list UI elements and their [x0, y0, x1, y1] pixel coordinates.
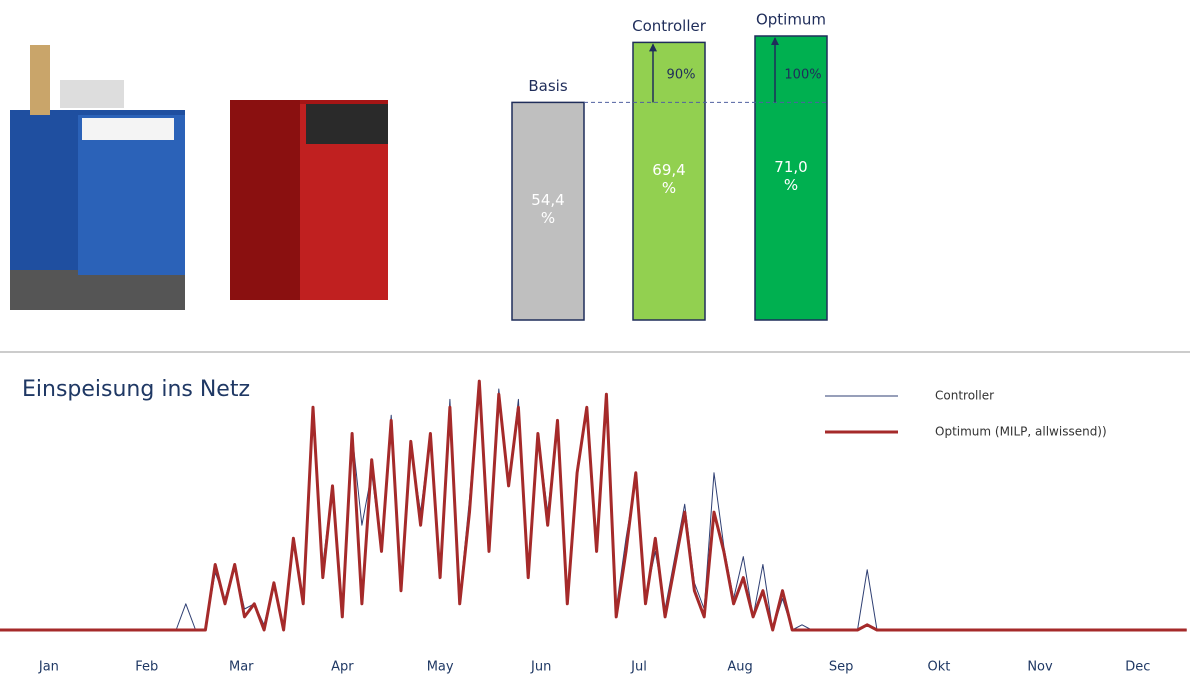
- x-tick-label: Feb: [135, 660, 158, 674]
- x-tick-label: Jan: [38, 660, 59, 674]
- legend-label: Controller: [935, 389, 994, 403]
- boiler-red: [230, 100, 388, 300]
- value-label: 71,0 %: [771, 158, 811, 194]
- category-label: Controller: [632, 17, 707, 35]
- chart: Basis 54,4 % Controller 69,4 % Optimum 71,0 %…: [0, 0, 1190, 674]
- value-label-box: 69,4 %: [633, 161, 705, 201]
- chart-title: Einspeisung ins Netz: [22, 377, 250, 402]
- value-label-box: 71,0 %: [755, 158, 827, 198]
- value-label-box: 54,4 %: [512, 191, 584, 231]
- x-tick-label: Nov: [1027, 660, 1053, 674]
- x-tick-label: Sep: [829, 660, 854, 674]
- boiler-blue: [10, 45, 185, 310]
- annotation: 100%: [784, 68, 821, 83]
- x-tick-label: Apr: [331, 660, 354, 674]
- x-tick-label: Dec: [1125, 660, 1150, 674]
- legend-label: Optimum (MILP, allwissend)): [935, 425, 1107, 439]
- x-tick-label: Mar: [229, 660, 254, 674]
- x-tick-label: Jul: [630, 660, 647, 674]
- category-label: Optimum: [756, 11, 826, 29]
- x-tick-label: Jun: [530, 660, 551, 674]
- annotation: 90%: [667, 68, 696, 83]
- x-tick-label: May: [427, 660, 454, 674]
- x-tick-label: Aug: [727, 660, 752, 674]
- x-tick-label: Okt: [928, 660, 951, 674]
- series-line: [0, 381, 1187, 630]
- category-label: Basis: [528, 77, 567, 95]
- value-label: 69,4 %: [649, 161, 689, 197]
- page: Basis 54,4 % Controller 69,4 % Optimum 71,0 %…: [0, 0, 1190, 674]
- value-label: 54,4 %: [528, 191, 568, 227]
